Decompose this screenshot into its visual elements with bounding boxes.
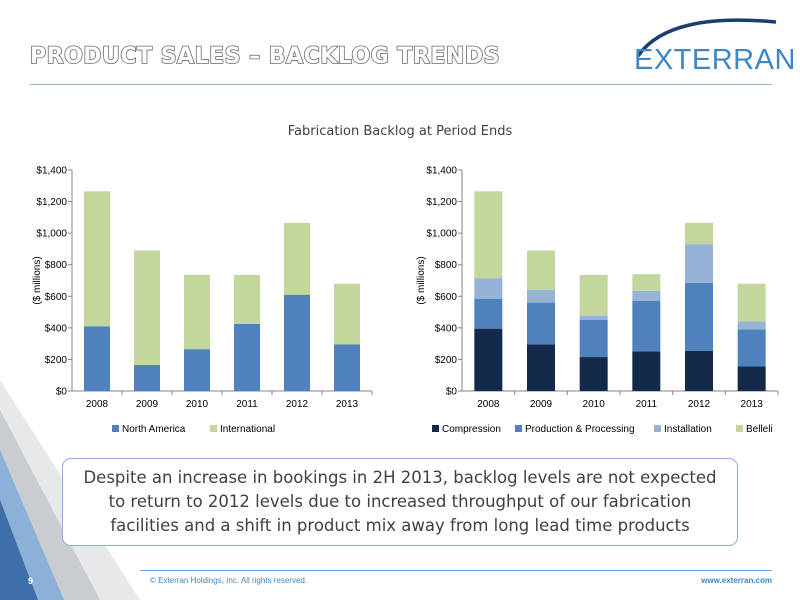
bar-production-processing-2010 bbox=[579, 319, 608, 358]
x-tick-label: 2012 bbox=[688, 399, 711, 410]
legend-label: International bbox=[220, 424, 275, 435]
y-tick-label: $800 bbox=[45, 260, 68, 271]
legend-label: Production & Processing bbox=[525, 424, 635, 435]
x-tick-label: 2012 bbox=[286, 399, 309, 410]
bar-belleli-2013 bbox=[737, 283, 766, 322]
legend-swatch bbox=[515, 425, 522, 432]
bar-international-2010 bbox=[184, 274, 210, 350]
bar-installation-2012 bbox=[685, 244, 713, 283]
x-tick-label: 2008 bbox=[477, 399, 500, 410]
x-tick-label: 2011 bbox=[636, 399, 658, 410]
bar-installation-2011 bbox=[632, 290, 661, 302]
y-tick-label: $200 bbox=[435, 355, 458, 366]
x-tick-label: 2013 bbox=[336, 399, 359, 410]
bar-installation-2009 bbox=[527, 289, 555, 303]
bar-north-america-2008 bbox=[84, 326, 110, 391]
bar-production-processing-2011 bbox=[632, 301, 661, 352]
legend-swatch bbox=[210, 425, 217, 432]
x-tick-label: 2010 bbox=[583, 399, 606, 410]
y-tick-label: $1,200 bbox=[36, 197, 67, 208]
y-tick-label: $200 bbox=[45, 355, 68, 366]
y-tick-label: $1,000 bbox=[426, 229, 457, 240]
bar-international-2009 bbox=[134, 250, 160, 365]
chart-heading: Fabrication Backlog at Period Ends bbox=[287, 124, 513, 139]
bar-production-processing-2008 bbox=[474, 298, 503, 329]
legend-swatch bbox=[654, 425, 661, 432]
y-tick-label: $600 bbox=[45, 292, 68, 303]
company-logo: EXTERRAN bbox=[634, 44, 796, 76]
y-tick-label: $600 bbox=[435, 292, 458, 303]
callout-box: Despite an increase in bookings in 2H 20… bbox=[62, 458, 738, 546]
bar-compression-2011 bbox=[632, 351, 661, 391]
x-tick-label: 2011 bbox=[236, 399, 258, 410]
bar-production-processing-2013 bbox=[737, 329, 766, 367]
bar-compression-2009 bbox=[527, 344, 555, 391]
legend-label: Installation bbox=[664, 424, 712, 435]
bar-north-america-2010 bbox=[184, 349, 210, 391]
bar-compression-2010 bbox=[579, 357, 608, 391]
bar-belleli-2010 bbox=[579, 274, 608, 317]
exterran-logo-swoosh-icon bbox=[636, 18, 777, 57]
bar-installation-2010 bbox=[579, 316, 608, 320]
page-number: 9 bbox=[28, 576, 34, 586]
website-link[interactable]: www.exterran.com bbox=[701, 576, 772, 585]
bar-compression-2008 bbox=[474, 328, 503, 391]
bar-north-america-2009 bbox=[134, 364, 160, 391]
y-tick-label: $400 bbox=[45, 323, 68, 334]
y-tick-label: $800 bbox=[435, 260, 458, 271]
y-axis-label: ($ millions) bbox=[416, 256, 427, 304]
callout-text: Despite an increase in bookings in 2H 20… bbox=[83, 468, 717, 535]
bar-north-america-2011 bbox=[234, 323, 260, 391]
bar-belleli-2011 bbox=[632, 274, 661, 291]
legend-label: Compression bbox=[442, 424, 501, 435]
bar-international-2011 bbox=[234, 274, 260, 324]
bar-production-processing-2009 bbox=[527, 302, 555, 345]
y-tick-label: $1,000 bbox=[36, 229, 67, 240]
y-tick-label: $0 bbox=[446, 387, 458, 398]
y-tick-label: $0 bbox=[56, 387, 68, 398]
legend-label: Belleli bbox=[746, 424, 773, 435]
y-axis-label: ($ millions) bbox=[32, 256, 43, 304]
bar-international-2013 bbox=[334, 283, 360, 345]
y-tick-label: $1,200 bbox=[426, 197, 457, 208]
x-tick-label: 2013 bbox=[741, 399, 764, 410]
bar-compression-2013 bbox=[737, 366, 766, 391]
footer-divider bbox=[140, 570, 772, 571]
bar-belleli-2012 bbox=[685, 222, 713, 245]
bar-production-processing-2012 bbox=[685, 282, 713, 351]
y-tick-label: $400 bbox=[435, 323, 458, 334]
legend-swatch bbox=[432, 425, 439, 432]
bar-installation-2013 bbox=[737, 321, 766, 330]
title-divider bbox=[30, 84, 772, 85]
bar-international-2012 bbox=[284, 222, 310, 295]
x-tick-label: 2010 bbox=[186, 399, 209, 410]
legend-label: North America bbox=[122, 424, 186, 435]
bar-compression-2012 bbox=[685, 350, 713, 391]
x-tick-label: 2009 bbox=[530, 399, 553, 410]
y-tick-label: $1,400 bbox=[426, 166, 457, 177]
y-tick-label: $1,400 bbox=[36, 166, 67, 177]
x-tick-label: 2008 bbox=[86, 399, 109, 410]
bar-north-america-2013 bbox=[334, 344, 360, 391]
bar-installation-2008 bbox=[474, 278, 503, 299]
bar-north-america-2012 bbox=[284, 294, 310, 391]
bar-international-2008 bbox=[84, 191, 110, 327]
legend-swatch bbox=[112, 425, 119, 432]
copyright-text: © Exterran Holdings, Inc. All rights res… bbox=[150, 576, 308, 585]
x-tick-label: 2009 bbox=[136, 399, 159, 410]
bar-belleli-2009 bbox=[527, 250, 555, 290]
slide-title: PRODUCT SALES – BACKLOG TRENDS bbox=[29, 43, 500, 70]
bar-belleli-2008 bbox=[474, 191, 503, 279]
legend-swatch bbox=[736, 425, 743, 432]
